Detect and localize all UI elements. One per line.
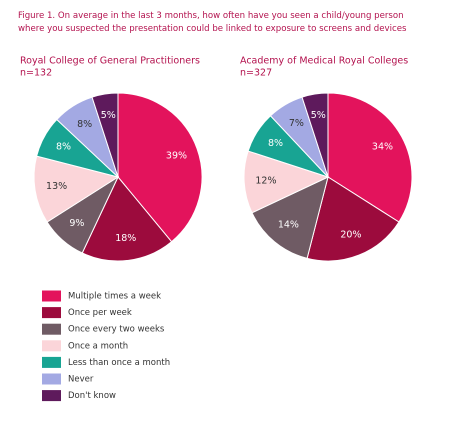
pie-slice: [81, 176, 173, 262]
data-label: 14%: [278, 219, 299, 230]
figure-title: Figure 1. On average in the last 3 month…: [18, 11, 407, 34]
legend-label: Never: [68, 375, 94, 385]
legend-swatch: [42, 390, 61, 402]
legend-swatch: [42, 323, 61, 335]
chart-subtitle: n=327: [240, 68, 272, 79]
data-label: 12%: [255, 175, 276, 186]
legend-swatch: [42, 307, 61, 319]
legend-swatch: [42, 290, 61, 302]
pie-slice: [243, 150, 330, 214]
legend-swatch: [42, 340, 61, 352]
chart-title: Academy of Medical Royal Colleges: [240, 56, 408, 67]
data-label: 7%: [289, 118, 304, 129]
data-label: 20%: [340, 229, 361, 240]
pie-slice: [301, 92, 329, 178]
data-label: 39%: [166, 150, 187, 161]
chart-subtitle: n=132: [20, 68, 52, 79]
legend-swatch: [42, 356, 61, 368]
data-label: 13%: [46, 181, 67, 192]
chart-title: Royal College of General Practitioners: [20, 56, 200, 67]
data-label: 8%: [77, 119, 92, 130]
data-label: 34%: [372, 142, 393, 153]
data-label: 8%: [56, 142, 71, 153]
pie-slice: [306, 176, 400, 262]
pie-slice: [91, 92, 119, 178]
pie-slice: [251, 176, 329, 259]
legend-label: Once a month: [68, 341, 128, 351]
legend-label: Once per week: [68, 308, 132, 318]
data-label: 5%: [101, 110, 116, 121]
pie-slice: [33, 155, 120, 223]
legend-label: Once every two weeks: [68, 325, 165, 335]
data-label: 8%: [268, 138, 283, 149]
data-label: 9%: [69, 218, 84, 229]
pie-slice: [117, 92, 203, 243]
legend-label: Less than once a month: [68, 358, 170, 368]
legend-label: Don't know: [68, 391, 116, 401]
legend-label: Multiple times a week: [68, 292, 161, 302]
data-label: 5%: [311, 110, 326, 121]
legend-swatch: [42, 373, 61, 385]
data-label: 18%: [115, 233, 136, 244]
